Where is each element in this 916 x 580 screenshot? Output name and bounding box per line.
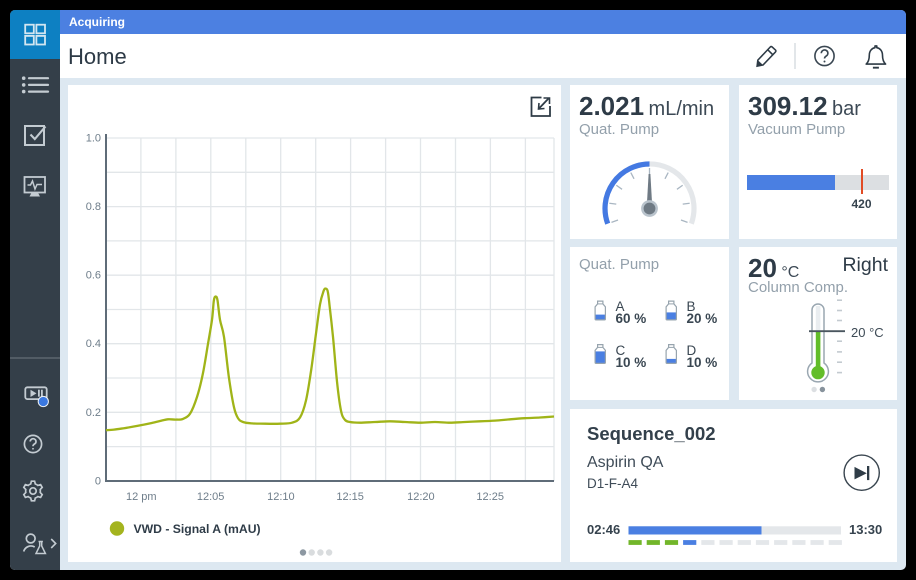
svg-text:0.6: 0.6 bbox=[86, 270, 101, 282]
svg-text:0.4: 0.4 bbox=[86, 338, 101, 350]
svg-text:VWD - Signal A (mAU): VWD - Signal A (mAU) bbox=[134, 522, 261, 536]
svg-text:1.0: 1.0 bbox=[86, 133, 101, 145]
svg-text:12:05: 12:05 bbox=[197, 491, 225, 503]
svg-text:12:15: 12:15 bbox=[336, 491, 364, 503]
svg-text:12:20: 12:20 bbox=[407, 491, 435, 503]
svg-text:0.8: 0.8 bbox=[86, 201, 101, 213]
svg-text:12:25: 12:25 bbox=[476, 491, 504, 503]
svg-text:12:10: 12:10 bbox=[267, 491, 295, 503]
svg-text:0: 0 bbox=[95, 476, 101, 488]
svg-text:12 pm: 12 pm bbox=[126, 491, 157, 503]
svg-text:0.2: 0.2 bbox=[86, 407, 101, 419]
